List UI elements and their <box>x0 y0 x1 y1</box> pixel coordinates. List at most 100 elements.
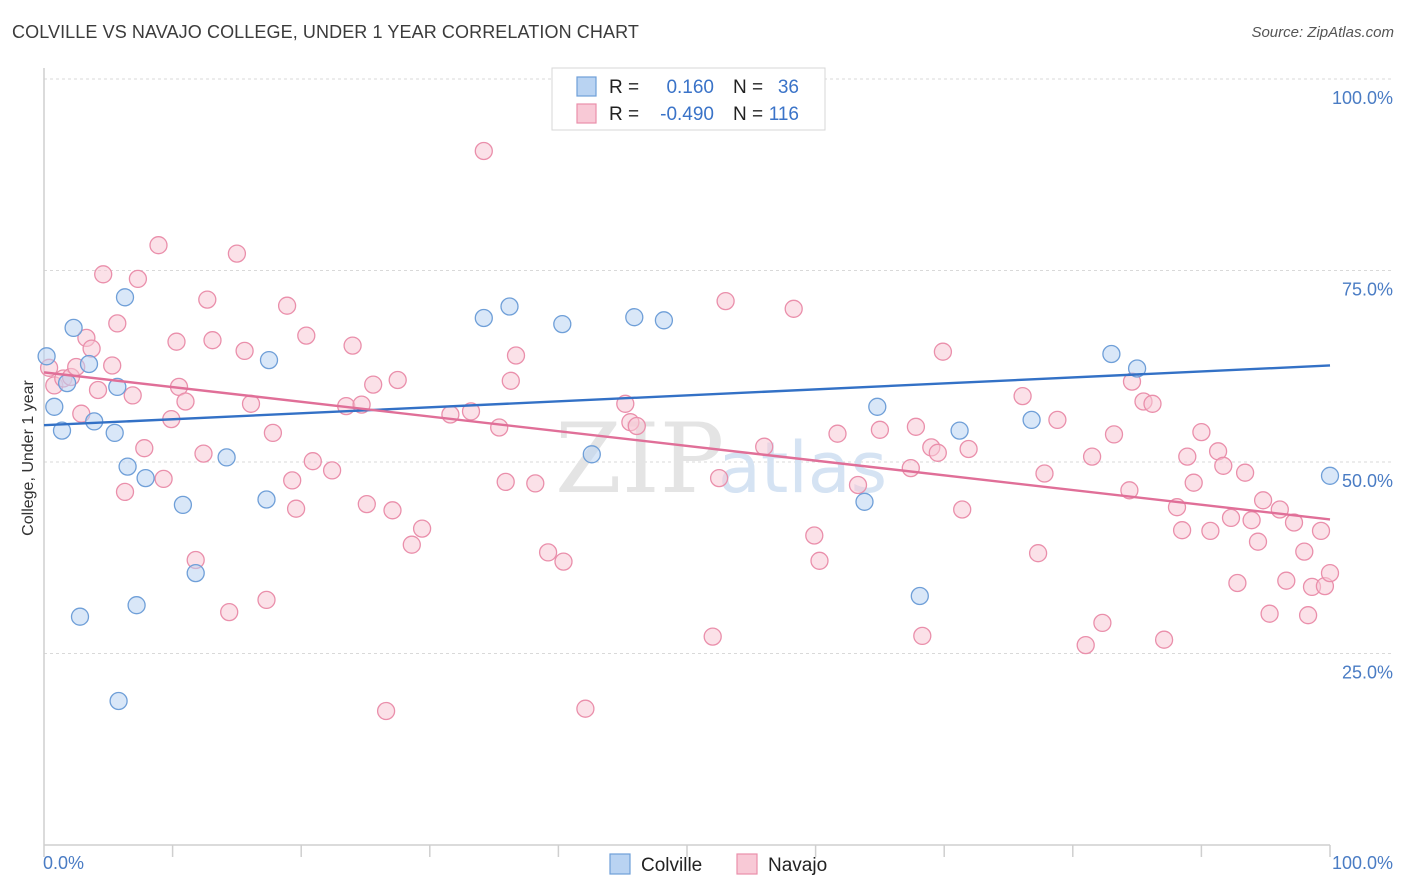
navajo-point <box>501 371 520 390</box>
navajo-point <box>263 423 283 443</box>
colville-point <box>108 377 127 397</box>
navajo-point <box>220 602 239 622</box>
navajo-point <box>176 392 195 411</box>
navajo-point <box>1192 422 1211 442</box>
navajo-point <box>703 627 722 646</box>
navajo-point <box>828 424 847 443</box>
navajo-point <box>1253 491 1273 510</box>
navajo-point <box>1228 573 1247 593</box>
y-tick-labels: 25.0% 50.0% 75.0% 100.0% <box>1332 88 1393 683</box>
navajo-point <box>1035 464 1054 483</box>
x-tick-label: 0.0% <box>43 853 84 873</box>
navajo-point <box>235 341 254 361</box>
colville-point <box>553 314 572 334</box>
y-tick-label: 100.0% <box>1332 88 1393 108</box>
navajo-point <box>1028 544 1048 563</box>
colville-point <box>474 308 493 328</box>
navajo-point <box>167 332 186 351</box>
colville-point <box>1127 359 1147 378</box>
legend-n-value: 36 <box>778 77 799 98</box>
legend-r-label: R = <box>609 104 639 125</box>
navajo-point <box>1295 542 1314 561</box>
navajo-point <box>286 499 306 518</box>
colville-point <box>52 421 72 440</box>
x-tick-labels: 0.0% 100.0% <box>43 853 1393 873</box>
navajo-point <box>303 452 322 471</box>
legend-swatch-navajo <box>576 103 597 124</box>
navajo-point <box>297 326 316 345</box>
colville-point <box>217 448 236 467</box>
navajo-point <box>154 469 173 489</box>
navajo-point <box>1284 513 1304 532</box>
colville-point <box>855 492 874 511</box>
navajo-point <box>627 416 646 436</box>
navajo-point <box>115 482 135 502</box>
y-tick-label: 25.0% <box>1342 663 1393 683</box>
colville-point <box>37 347 56 366</box>
trend-lines <box>43 364 1331 521</box>
navajo-point <box>82 339 101 358</box>
y-axis-title: College, Under 1 year <box>20 380 37 536</box>
navajo-point <box>357 494 376 514</box>
navajo-point <box>1320 563 1340 583</box>
navajo-point <box>1143 394 1162 413</box>
bottom-legend-swatch-colville <box>609 853 631 875</box>
navajo-point <box>953 500 972 519</box>
navajo-point <box>526 474 545 493</box>
navajo-point <box>1104 425 1124 444</box>
colville-point <box>85 412 104 431</box>
colville-trend-line <box>43 364 1331 427</box>
colville-point <box>105 423 124 443</box>
navajo-point <box>1260 604 1279 623</box>
navajo-point <box>364 375 383 394</box>
axes <box>43 68 1331 857</box>
navajo-point <box>383 501 402 520</box>
navajo-point <box>1172 521 1192 540</box>
navajo-point <box>474 141 493 161</box>
bottom-legend-label-colville: Colville <box>641 855 702 876</box>
bottom-legend-label-navajo: Navajo <box>768 855 827 876</box>
legend-n-value: 116 <box>769 104 799 125</box>
colville-point <box>1320 466 1340 485</box>
colville-point <box>57 373 77 393</box>
navajo-point <box>554 552 573 571</box>
navajo-point <box>412 519 432 538</box>
navajo-point <box>108 314 127 333</box>
navajo-point <box>1242 511 1261 530</box>
colville-point <box>625 308 644 327</box>
legend-swatch-colville <box>576 76 597 97</box>
bottom-legend: Colville Navajo <box>609 853 827 876</box>
navajo-point <box>506 346 526 365</box>
navajo-point <box>376 701 396 721</box>
navajo-point <box>810 551 829 570</box>
navajo-point <box>805 526 824 545</box>
navajo-point <box>135 439 154 458</box>
navajo-point <box>1120 481 1139 500</box>
navajo-point <box>1311 521 1331 541</box>
navajo-point <box>1154 630 1174 649</box>
watermark: ZIP atlas <box>555 403 887 515</box>
navajo-point <box>901 458 920 478</box>
navajo-point <box>906 417 926 436</box>
navajo-point <box>1093 613 1112 633</box>
y-tick-label: 50.0% <box>1342 471 1393 491</box>
navajo-point <box>959 439 978 459</box>
navajo-point <box>388 370 407 390</box>
navajo-point <box>277 296 297 315</box>
colville-point <box>70 607 90 626</box>
colville-point <box>1022 410 1041 430</box>
colville-point <box>186 563 205 583</box>
colville-point <box>868 397 887 416</box>
navajo-point <box>928 443 947 462</box>
y-tick-label: 75.0% <box>1342 280 1393 300</box>
navajo-point <box>123 386 142 405</box>
colville-point <box>173 495 193 515</box>
navajo-point <box>194 444 213 463</box>
navajo-point <box>1082 447 1102 466</box>
navajo-point <box>1298 606 1318 625</box>
source-note: Source: ZipAtlas.com <box>1251 24 1394 41</box>
navajo-point <box>716 291 735 311</box>
legend-r-label: R = <box>609 77 639 98</box>
navajo-point <box>1178 447 1197 466</box>
